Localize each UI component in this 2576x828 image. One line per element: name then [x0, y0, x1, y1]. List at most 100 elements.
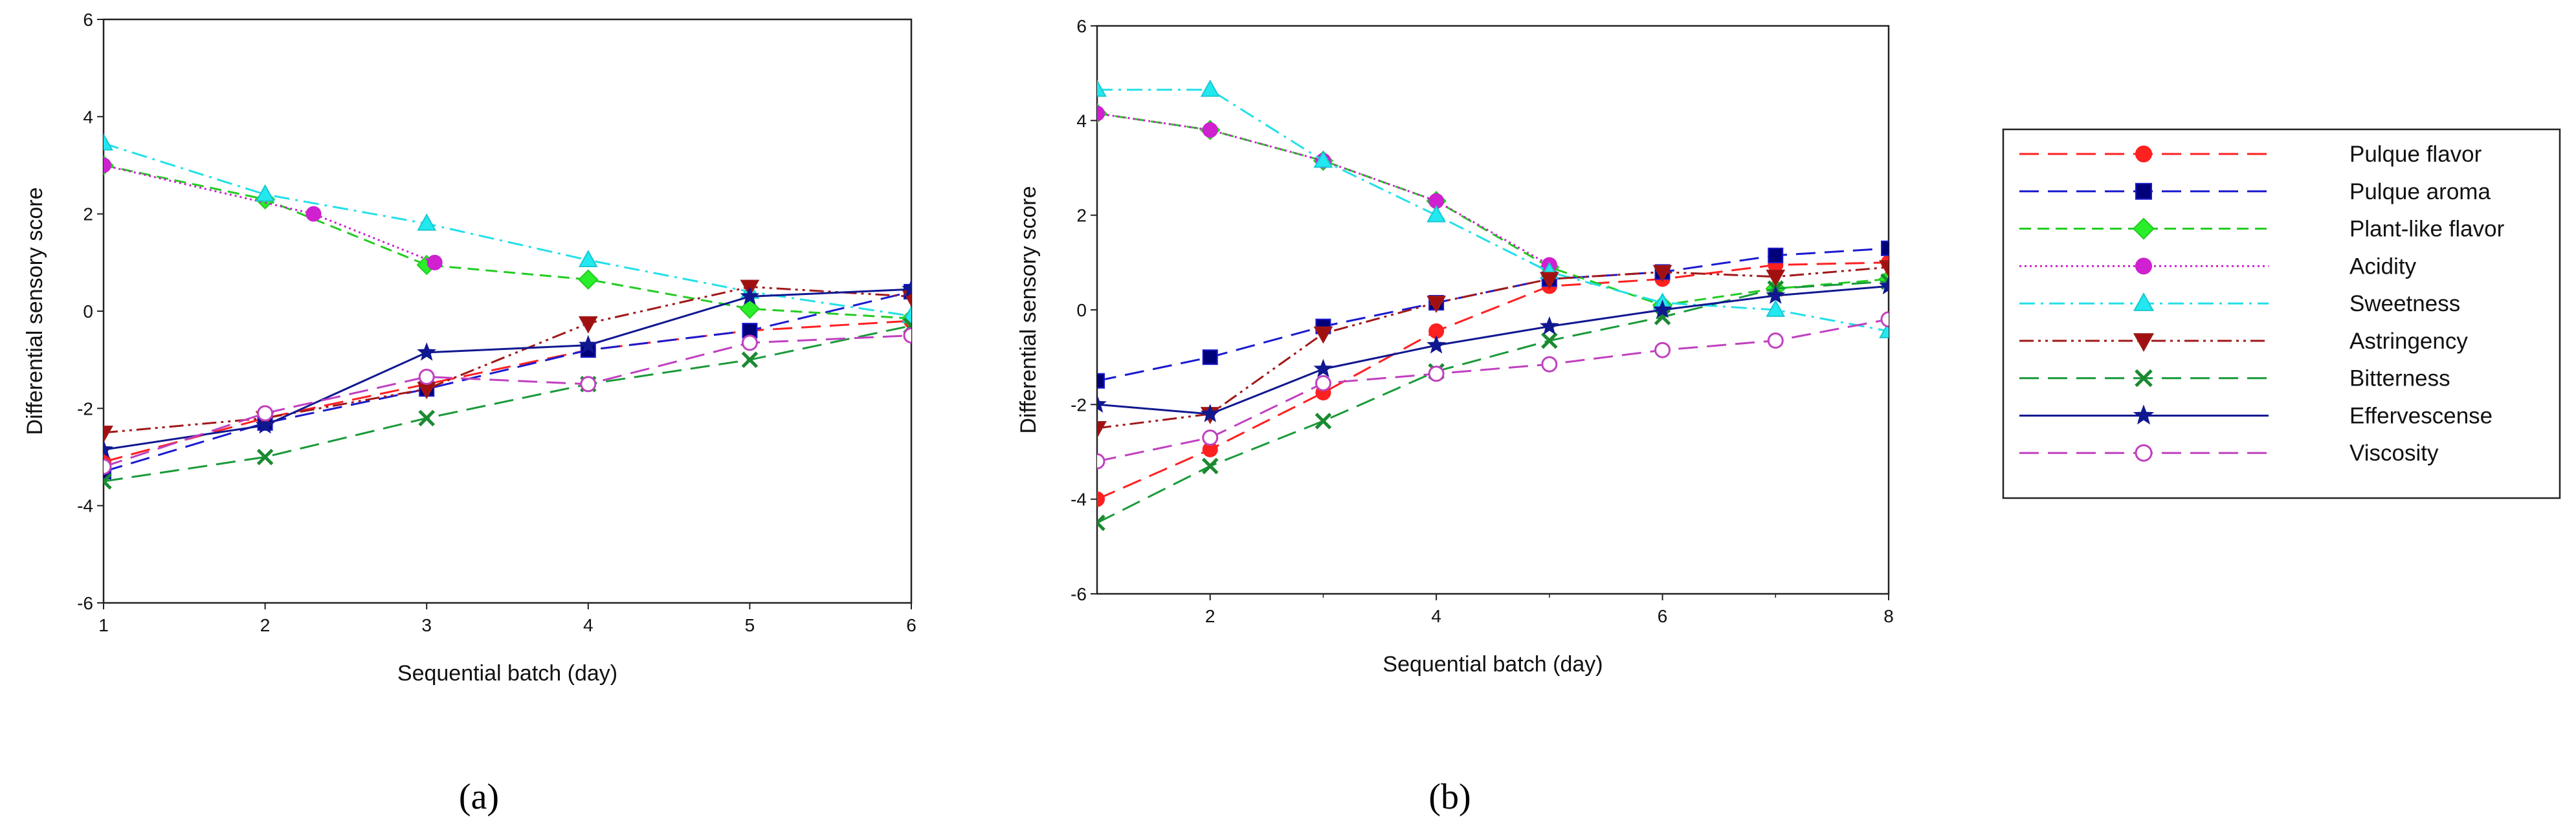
series-effervescense — [104, 279, 911, 458]
data-point-effervescense — [1766, 285, 1786, 304]
series-line-plant-like-flavor — [1097, 112, 1889, 307]
data-point-viscosity — [580, 376, 597, 393]
data-point-bitterness — [1315, 413, 1332, 430]
data-point-viscosity — [104, 459, 112, 475]
series-pulque-flavor — [104, 313, 911, 470]
data-point-viscosity — [1541, 356, 1558, 373]
data-point-astringency — [1652, 265, 1672, 283]
legend-label: Bitterness — [2349, 366, 2450, 391]
series-plant-like-flavor — [104, 155, 911, 329]
legend-item-sweetness: Sweetness — [2019, 291, 2460, 316]
data-point-pulque-aroma — [1097, 373, 1105, 389]
series-viscosity — [104, 327, 911, 475]
legend-label: Astringency — [2349, 329, 2468, 354]
y-tick-label: 2 — [83, 204, 93, 224]
data-point-plant-like-flavor — [578, 269, 599, 290]
legend-label: Pulque aroma — [2349, 179, 2491, 204]
legend-item-astringency: Astringency — [2019, 329, 2468, 354]
data-point-viscosity — [1315, 375, 1331, 391]
x-tick-label: 5 — [745, 615, 755, 635]
series-line-viscosity — [104, 334, 911, 468]
data-point-plant-like-flavor — [739, 298, 761, 319]
data-point-bitterness — [1201, 457, 1219, 475]
panel-b-chart: -6 -4 -2 0 2 4 6 2 4 6 8 Sequential batch (day) Diff… — [1016, 16, 1894, 817]
y-tick-label: -6 — [1071, 584, 1087, 604]
data-point-astringency — [1539, 272, 1559, 290]
data-point-effervescense — [417, 342, 437, 361]
data-point-astringency — [1097, 421, 1107, 439]
series-acidity — [104, 157, 443, 270]
data-point-effervescense — [104, 439, 113, 458]
panel-label-a: (a) — [459, 777, 499, 817]
y-tick-label: 2 — [1076, 206, 1087, 226]
data-point-astringency — [578, 316, 598, 334]
data-point-acidity — [427, 254, 443, 270]
x-axis-label: Sequential batch (day) — [397, 661, 617, 686]
data-point-bitterness — [1654, 309, 1671, 325]
y-tick-label: 6 — [83, 10, 93, 30]
legend-label: Plant-like flavor — [2349, 217, 2505, 242]
data-point-viscosity — [418, 368, 435, 385]
series-line-effervescense — [1097, 285, 1889, 415]
legend-item-pulque-aroma: Pulque aroma — [2019, 179, 2491, 204]
data-point-effervescense — [1200, 404, 1220, 422]
series-astringency — [104, 279, 911, 443]
legend-marker — [2135, 369, 2153, 387]
series-line-pulque-flavor — [104, 320, 911, 463]
data-point-acidity — [305, 206, 322, 222]
series-line-effervescense — [104, 288, 911, 451]
y-tick-label: 0 — [1076, 300, 1087, 320]
x-tick-label: 1 — [98, 615, 109, 635]
data-point-viscosity — [1767, 332, 1784, 349]
series-pulque-aroma — [104, 283, 911, 480]
legend-marker — [2135, 146, 2152, 162]
series-line-plant-like-flavor — [104, 164, 911, 320]
x-tick-label: 2 — [1205, 606, 1216, 626]
data-point-acidity — [104, 157, 111, 173]
series-effervescense — [1097, 276, 1889, 422]
series-line-bitterness — [104, 325, 911, 483]
x-tick-label: 4 — [583, 615, 594, 635]
data-point-acidity — [1097, 105, 1105, 122]
series-line-pulque-aroma — [104, 290, 911, 473]
y-tick-label: -2 — [1071, 395, 1087, 415]
series-line-pulque-flavor — [1097, 261, 1889, 501]
legend-marker — [2132, 217, 2155, 240]
data-point-acidity — [1202, 122, 1218, 138]
data-point-effervescense — [255, 415, 275, 434]
x-axis-label: Sequential batch (day) — [1382, 652, 1603, 677]
data-point-effervescense — [902, 279, 911, 298]
data-point-viscosity — [1880, 311, 1889, 328]
y-tick-label: 0 — [83, 301, 93, 321]
y-tick-label: -4 — [77, 496, 93, 516]
data-point-bitterness — [256, 448, 274, 466]
data-point-effervescense — [1539, 316, 1559, 335]
data-point-sweetness — [104, 133, 113, 151]
data-point-viscosity — [903, 327, 911, 344]
data-point-pulque-aroma — [1881, 240, 1889, 256]
legend-label: Acidity — [2349, 254, 2417, 279]
y-tick-label: 6 — [1076, 16, 1087, 36]
y-axis-label: Differential sensory score — [23, 188, 47, 435]
legend-box — [2002, 128, 2561, 499]
data-point-sweetness — [1879, 321, 1889, 338]
data-point-effervescense — [1097, 394, 1107, 413]
data-point-effervescense — [1652, 300, 1672, 318]
data-point-sweetness — [1097, 79, 1107, 97]
data-point-viscosity — [1654, 342, 1671, 358]
y-tick-label: -2 — [77, 398, 93, 419]
data-point-effervescense — [578, 334, 598, 354]
data-point-viscosity — [1202, 430, 1219, 446]
data-point-sweetness — [255, 184, 275, 202]
y-tick-label: 4 — [1076, 111, 1087, 131]
series-line-astringency — [104, 285, 911, 434]
legend-item-effervescense: Effervescense — [2019, 403, 2493, 428]
y-axis-label: Differential sensory score — [1016, 186, 1041, 434]
y-tick-label: 4 — [83, 107, 93, 127]
series-line-astringency — [1097, 266, 1889, 430]
data-point-sweetness — [1200, 79, 1220, 97]
x-tick-label: 6 — [906, 615, 916, 635]
y-tick-label: -4 — [1071, 490, 1087, 510]
legend-item-viscosity: Viscosity — [2019, 441, 2439, 466]
